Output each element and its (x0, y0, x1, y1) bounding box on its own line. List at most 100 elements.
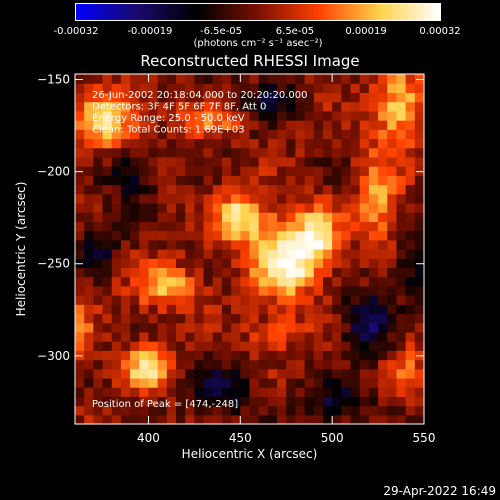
heatmap-cell (102, 202, 113, 213)
heatmap-cell (295, 285, 306, 296)
heatmap-cell (313, 212, 324, 222)
annotation-line: Detectors: 3F 4F 5F 6F 7F 8F, Att 0 (92, 102, 266, 113)
heatmap-cell (267, 239, 278, 250)
heatmap-cell (332, 350, 342, 361)
heatmap-cell (295, 387, 306, 397)
heatmap-cell (414, 184, 425, 195)
heatmap-cell (148, 249, 159, 259)
heatmap-cell (286, 295, 297, 305)
heatmap-cell (405, 405, 416, 416)
heatmap-cell (75, 414, 85, 425)
heatmap-cell (258, 239, 269, 250)
heatmap-cell (359, 359, 370, 370)
heatmap-cell (387, 147, 398, 158)
heatmap-cell (304, 202, 315, 213)
heatmap-cell (75, 341, 85, 351)
heatmap-cell (75, 202, 85, 213)
heatmap-cell (130, 359, 140, 370)
heatmap-cell (231, 221, 241, 232)
heatmap-cell (231, 313, 241, 324)
heatmap-cell (139, 221, 150, 232)
heatmap-cell (120, 249, 131, 259)
heatmap-cell (203, 341, 214, 351)
heatmap-cell (341, 239, 352, 250)
heatmap-cell (139, 110, 150, 121)
heatmap-cell (139, 83, 150, 94)
heatmap-cell (322, 193, 333, 204)
heatmap-cell (277, 147, 287, 158)
heatmap-cell (130, 414, 140, 425)
heatmap-cell (387, 267, 398, 278)
heatmap-cell (231, 193, 241, 204)
heatmap-cell (212, 156, 223, 167)
heatmap-cell (194, 249, 205, 259)
heatmap-cell (258, 230, 269, 241)
heatmap-cell (185, 202, 195, 213)
heatmap-cell (332, 267, 342, 278)
heatmap-cell (203, 377, 214, 388)
heatmap-cell (332, 368, 342, 379)
heatmap-cell (75, 120, 85, 130)
heatmap-cell (84, 110, 94, 121)
heatmap-cell (185, 175, 195, 186)
heatmap-cell (295, 212, 306, 222)
heatmap-cell (277, 267, 287, 278)
heatmap-cell (277, 175, 287, 186)
heatmap-cell (378, 156, 388, 167)
heatmap-cell (176, 156, 186, 167)
heatmap-cell (359, 175, 370, 186)
heatmap-cell (341, 368, 352, 379)
heatmap-cell (102, 295, 113, 305)
heatmap-cell (93, 295, 104, 305)
heatmap-cell (203, 405, 214, 416)
heatmap-cell (267, 193, 278, 204)
heatmap-cell (359, 120, 370, 130)
heatmap-cell (120, 156, 131, 167)
heatmap-cell (194, 221, 205, 232)
heatmap-cell (148, 341, 159, 351)
heatmap-cell (148, 239, 159, 250)
heatmap-cell (111, 304, 122, 315)
heatmap-cell (350, 331, 361, 342)
heatmap-cell (267, 129, 278, 140)
heatmap-cell (221, 83, 232, 94)
heatmap-cell (387, 110, 398, 121)
heatmap-cell (139, 212, 150, 222)
heatmap-cell (157, 110, 168, 121)
heatmap-cell (368, 221, 379, 232)
heatmap-cell (359, 138, 370, 149)
heatmap-cell (185, 405, 195, 416)
heatmap-cell (212, 92, 223, 103)
heatmap-cell (240, 313, 251, 324)
heatmap-cell (258, 74, 269, 84)
heatmap-cell (166, 377, 177, 388)
heatmap-cell (313, 120, 324, 130)
heatmap-cell (286, 368, 297, 379)
heatmap-cell (258, 368, 269, 379)
heatmap-cell (295, 156, 306, 167)
heatmap-cell (378, 276, 388, 287)
heatmap-cell (249, 396, 260, 407)
heatmap-cell (313, 276, 324, 287)
heatmap-cell (267, 101, 278, 112)
heatmap-cell (249, 202, 260, 213)
heatmap-cell (93, 313, 104, 324)
heatmap-cell (267, 341, 278, 351)
heatmap-cell (341, 341, 352, 351)
heatmap-cell (396, 212, 407, 222)
heatmap-cell (148, 377, 159, 388)
heatmap-cell (102, 175, 113, 186)
heatmap-cell (378, 331, 388, 342)
heatmap-cell (387, 221, 398, 232)
heatmap-cell (304, 83, 315, 94)
heatmap-cell (212, 175, 223, 186)
heatmap-cell (304, 396, 315, 407)
heatmap-cell (130, 166, 140, 176)
heatmap-cell (267, 156, 278, 167)
heatmap-cell (359, 377, 370, 388)
heatmap-cell (111, 396, 122, 407)
heatmap-cell (130, 249, 140, 259)
heatmap-cell (176, 212, 186, 222)
heatmap-cell (139, 249, 150, 259)
heatmap-cell (120, 175, 131, 186)
